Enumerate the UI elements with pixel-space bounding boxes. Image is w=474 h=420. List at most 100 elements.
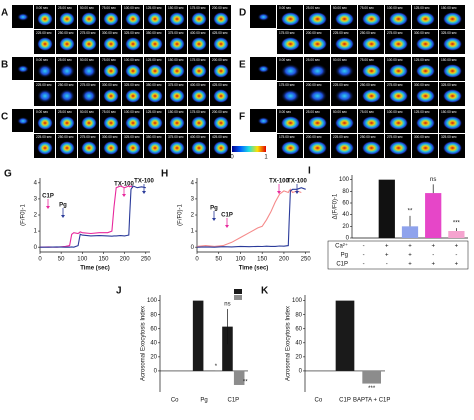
condition-cell: + [431, 244, 435, 250]
x-tick-label: C1P [339, 398, 351, 404]
x-tick-label: 250 [301, 257, 312, 263]
y-tick-label: 1 [34, 229, 38, 235]
panel-letter: G [4, 169, 12, 180]
y-tick-label: 3 [191, 196, 195, 202]
time-label: 75.00 sec [360, 58, 374, 62]
cell-image [280, 64, 301, 78]
y-tick-label: 80 [342, 189, 349, 195]
arrow-head [122, 194, 126, 197]
x-tick-label: Co [314, 398, 322, 404]
time-label: 375.00 sec [168, 83, 184, 87]
time-label: 50.00 sec [80, 6, 94, 10]
annotation: C1P [42, 194, 54, 200]
time-label: 125.00 sec [146, 110, 162, 114]
cell-image [37, 12, 53, 26]
panel-letter: F [239, 112, 245, 123]
condition-cell: - [455, 253, 457, 259]
cell-image [307, 116, 328, 130]
condition-cell: + [455, 244, 459, 250]
y-tick-label: 0 [346, 236, 350, 242]
time-label: 250.00 sec [58, 83, 74, 87]
cell-image [361, 37, 382, 51]
cell-image [147, 64, 163, 78]
time-label: 0.00 sec [36, 6, 48, 10]
time-label: 225.00 sec [36, 135, 52, 139]
cell-image [442, 141, 463, 155]
cell-image [169, 64, 185, 78]
cell-image [257, 13, 270, 21]
bar [401, 226, 419, 238]
time-label: 0.00 sec [279, 110, 291, 114]
x-tick-label: 200 [279, 257, 290, 263]
cell-image [213, 37, 229, 51]
x-tick-label: 0 [195, 257, 199, 263]
cell-image [147, 141, 163, 155]
time-label: 300.00 sec [102, 135, 118, 139]
x-tick-label: 200 [120, 257, 131, 263]
time-label: 325.00 sec [441, 135, 457, 139]
y-tick-label: 1 [191, 229, 195, 235]
bar [204, 370, 216, 371]
time-label: 100.00 sec [124, 58, 140, 62]
time-label: 125.00 sec [414, 110, 430, 114]
time-label: 300.00 sec [102, 31, 118, 35]
cell-image [17, 117, 29, 125]
y-axis-label: (F/F0)-1 [21, 204, 27, 226]
panel-letter: D [239, 8, 246, 19]
y-tick-label: 4 [191, 180, 195, 186]
time-label: 350.00 sec [146, 31, 162, 35]
cell-image [169, 141, 185, 155]
bar [448, 231, 465, 238]
bar [222, 326, 233, 371]
cell-image [280, 116, 301, 130]
time-label: 150.00 sec [441, 6, 457, 10]
y-tick-label: 100 [292, 298, 303, 304]
cell-image [280, 37, 301, 51]
annotation: *** [453, 221, 461, 227]
x-tick-label: 100 [235, 257, 246, 263]
trace [40, 185, 146, 248]
time-label: 325.00 sec [441, 83, 457, 87]
annotation: Pg [210, 206, 218, 212]
cell-image [213, 116, 229, 130]
cell-image [334, 37, 355, 51]
time-label: 250.00 sec [360, 31, 376, 35]
panel-letter: H [161, 169, 168, 180]
colorbar [232, 146, 266, 152]
x-tick-label: Co [171, 398, 179, 404]
y-tick-label: 20 [295, 354, 302, 360]
time-label: 225.00 sec [333, 31, 349, 35]
panel-letter: E [239, 60, 246, 71]
y-tick-label: 100 [147, 298, 158, 304]
time-label: 275.00 sec [80, 135, 96, 139]
annotation: TX-100 [287, 179, 307, 185]
cell-image [103, 12, 119, 26]
time-label: 50.00 sec [333, 58, 347, 62]
cell-image [59, 64, 75, 78]
y-tick-label: 0 [191, 245, 195, 251]
panel-letter: B [1, 60, 8, 71]
cell-image [280, 12, 301, 26]
time-label: 150.00 sec [168, 110, 184, 114]
time-label: 325.00 sec [441, 31, 457, 35]
time-label: 425.00 sec [212, 31, 228, 35]
time-label: 125.00 sec [414, 58, 430, 62]
time-label: 75.00 sec [360, 6, 374, 10]
cell-image [213, 141, 229, 155]
y-axis-label: Acrosomal Exocytosis Index [141, 306, 147, 381]
bar [233, 370, 245, 385]
time-label: 425.00 sec [212, 83, 228, 87]
time-label: 325.00 sec [124, 31, 140, 35]
panel-letter: J [116, 286, 122, 297]
time-label: 200.00 sec [212, 6, 228, 10]
time-label: 250.00 sec [58, 31, 74, 35]
time-label: 275.00 sec [387, 83, 403, 87]
cell-image [415, 141, 436, 155]
time-label: 250.00 sec [58, 135, 74, 139]
bar [378, 179, 395, 238]
condition-box [327, 240, 469, 270]
condition-cell: + [455, 262, 459, 268]
time-label: 250.00 sec [360, 135, 376, 139]
panel-letter: I [308, 166, 311, 177]
